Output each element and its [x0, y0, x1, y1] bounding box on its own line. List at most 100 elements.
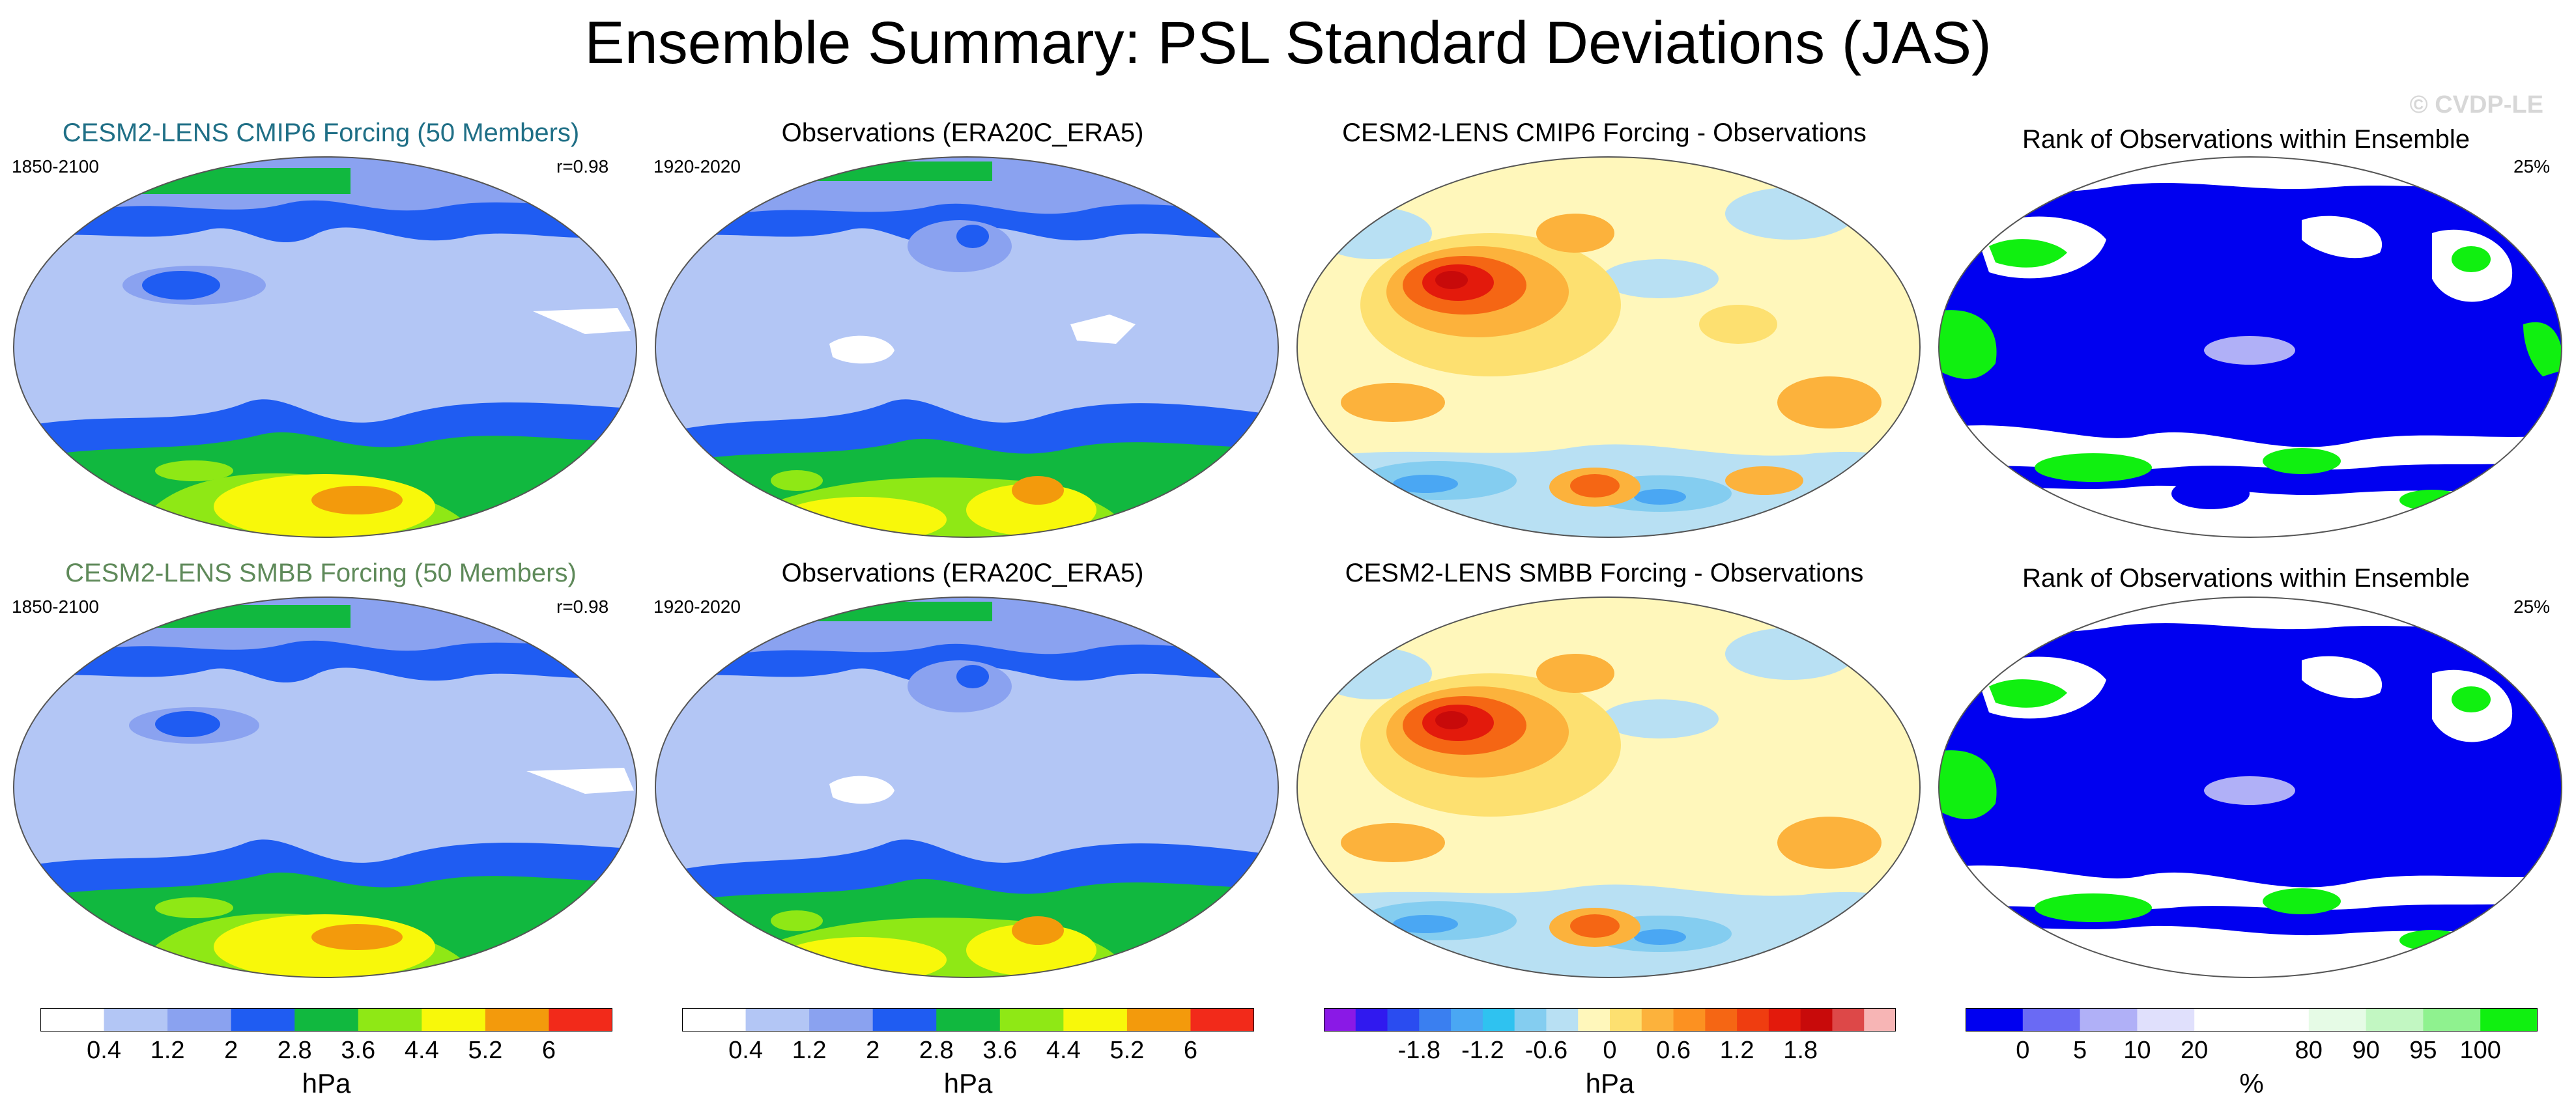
colorbar-2-swatch-0 [1324, 1008, 1356, 1032]
colorbar-2-swatch-1 [1355, 1008, 1388, 1032]
watermark: © CVDP-LE [2409, 91, 2543, 119]
colorbar-2-tick-2: -0.6 [1524, 1037, 1568, 1064]
period-note-r2-c2: 1920-2020 [653, 597, 741, 617]
colorbar-0-swatch-0 [40, 1008, 105, 1032]
colorbar-3-swatch-6 [2308, 1008, 2367, 1032]
map-diff-cmip6-minus-obs [1296, 156, 1921, 538]
map-std-observations-r2 [655, 597, 1279, 978]
colorbar-1-swatch-4 [936, 1008, 1001, 1032]
panel-title-r2-c1: CESM2-LENS SMBB Forcing (50 Members) [65, 559, 577, 587]
panel-title-r1-c3: CESM2-LENS CMIP6 Forcing - Observations [1342, 119, 1867, 147]
colorbar-2-swatch-13 [1737, 1008, 1769, 1032]
period-note-r2-c1: 1850-2100 [12, 597, 99, 617]
colorbar-3-swatch-7 [2366, 1008, 2424, 1032]
colorbar-std-model [40, 1008, 612, 1032]
panel-title-r1-c4: Rank of Observations within Ensemble [2022, 125, 2470, 154]
colorbar-0-swatch-7 [485, 1008, 549, 1032]
map-diff-smbb-minus-obs [1296, 597, 1921, 978]
colorbar-2-tick-1: -1.2 [1461, 1037, 1504, 1064]
colorbar-diff [1324, 1008, 1896, 1032]
panel-title-r2-c4: Rank of Observations within Ensemble [2022, 564, 2470, 593]
colorbar-2-swatch-4 [1451, 1008, 1483, 1032]
colorbar-0-units: hPa [302, 1068, 351, 1099]
colorbar-2-swatch-12 [1705, 1008, 1738, 1032]
colorbar-1-swatch-0 [682, 1008, 747, 1032]
colorbar-3-tick-2: 10 [2123, 1037, 2151, 1064]
colorbar-0-tick-2: 2 [224, 1037, 238, 1064]
colorbar-2-swatch-2 [1387, 1008, 1420, 1032]
colorbar-3-swatch-0 [1966, 1008, 2024, 1032]
colorbar-2-swatch-7 [1546, 1008, 1579, 1032]
colorbar-0-swatch-5 [358, 1008, 422, 1032]
colorbar-2-swatch-9 [1610, 1008, 1642, 1032]
colorbar-2-swatch-11 [1673, 1008, 1706, 1032]
colorbar-2-swatch-17 [1864, 1008, 1896, 1032]
period-note-r1-c1: 1850-2100 [12, 156, 99, 176]
colorbar-2-swatch-16 [1832, 1008, 1865, 1032]
colorbar-1-swatch-3 [872, 1008, 937, 1032]
colorbar-2-swatch-15 [1800, 1008, 1833, 1032]
colorbar-0-tick-7: 6 [541, 1037, 556, 1064]
period-note-r1-c2: 1920-2020 [653, 156, 741, 176]
colorbar-2-swatch-10 [1641, 1008, 1674, 1032]
colorbar-3-border [1966, 1008, 2538, 1032]
colorbar-2-swatch-14 [1768, 1008, 1801, 1032]
colorbar-3-units: % [2239, 1068, 2264, 1099]
colorbar-3-swatch-4 [2194, 1008, 2252, 1032]
colorbar-0-swatch-4 [294, 1008, 359, 1032]
colorbar-std-obs [682, 1008, 1254, 1032]
colorbar-2-tick-0: -1.8 [1397, 1037, 1441, 1064]
colorbar-0-tick-0: 0.4 [87, 1037, 121, 1064]
colorbar-2-tick-5: 1.2 [1719, 1037, 1754, 1064]
colorbar-1-swatch-1 [745, 1008, 810, 1032]
colorbar-2-swatch-3 [1419, 1008, 1452, 1032]
map-rank-r1 [1938, 156, 2562, 538]
colorbar-2-tick-4: 0.6 [1656, 1037, 1691, 1064]
colorbar-2-units: hPa [1585, 1068, 1635, 1099]
figure-title: Ensemble Summary: PSL Standard Deviation… [584, 10, 1992, 76]
colorbar-3-tick-1: 5 [2073, 1037, 2087, 1064]
colorbar-1-tick-7: 6 [1183, 1037, 1198, 1064]
colorbar-0-tick-3: 2.8 [277, 1037, 312, 1064]
colorbar-2-border [1324, 1008, 1896, 1032]
colorbar-1-swatch-5 [999, 1008, 1064, 1032]
corr-note-r2-c1: r=0.98 [556, 597, 609, 617]
colorbar-3-tick-6: 95 [2409, 1037, 2437, 1064]
colorbar-0-tick-5: 4.4 [404, 1037, 439, 1064]
rank-pct-note-r1-c4: 25% [2513, 156, 2551, 176]
colorbar-3-tick-5: 90 [2352, 1037, 2380, 1064]
colorbar-0-border [40, 1008, 612, 1032]
colorbar-3-swatch-5 [2252, 1008, 2310, 1032]
rank-pct-note-r2-c4: 25% [2513, 597, 2551, 617]
colorbar-1-swatch-8 [1190, 1008, 1254, 1032]
colorbar-1-tick-6: 5.2 [1109, 1037, 1145, 1064]
colorbar-3-swatch-9 [2480, 1008, 2538, 1032]
colorbar-2-swatch-6 [1514, 1008, 1547, 1032]
colorbar-1-tick-5: 4.4 [1046, 1037, 1081, 1064]
colorbar-1-tick-3: 2.8 [919, 1037, 954, 1064]
map-std-model-smbb [13, 597, 637, 978]
colorbar-3-swatch-8 [2423, 1008, 2481, 1032]
colorbar-0-swatch-2 [167, 1008, 232, 1032]
panel-title-r1-c1: CESM2-LENS CMIP6 Forcing (50 Members) [62, 119, 580, 147]
colorbar-1-swatch-6 [1063, 1008, 1128, 1032]
corr-note-r1-c1: r=0.98 [556, 156, 609, 176]
colorbar-1-tick-4: 3.6 [982, 1037, 1018, 1064]
colorbar-1-tick-2: 2 [866, 1037, 880, 1064]
colorbar-1-tick-1: 1.2 [792, 1037, 827, 1064]
colorbar-0-swatch-1 [104, 1008, 168, 1032]
panel-title-r2-c3: CESM2-LENS SMBB Forcing - Observations [1345, 559, 1864, 587]
colorbar-0-swatch-8 [549, 1008, 612, 1032]
colorbar-3-tick-3: 20 [2181, 1037, 2209, 1064]
colorbar-1-swatch-7 [1126, 1008, 1191, 1032]
colorbar-1-tick-0: 0.4 [728, 1037, 763, 1064]
colorbar-3-tick-4: 80 [2295, 1037, 2323, 1064]
colorbar-rank [1966, 1008, 2538, 1032]
colorbar-1-units: hPa [943, 1068, 993, 1099]
colorbar-3-tick-0: 0 [2016, 1037, 2030, 1064]
map-rank-r2 [1938, 597, 2562, 978]
colorbar-3-swatch-3 [2137, 1008, 2195, 1032]
colorbar-3-swatch-1 [2022, 1008, 2081, 1032]
colorbar-2-tick-6: 1.8 [1783, 1037, 1818, 1064]
colorbar-0-tick-6: 5.2 [468, 1037, 503, 1064]
